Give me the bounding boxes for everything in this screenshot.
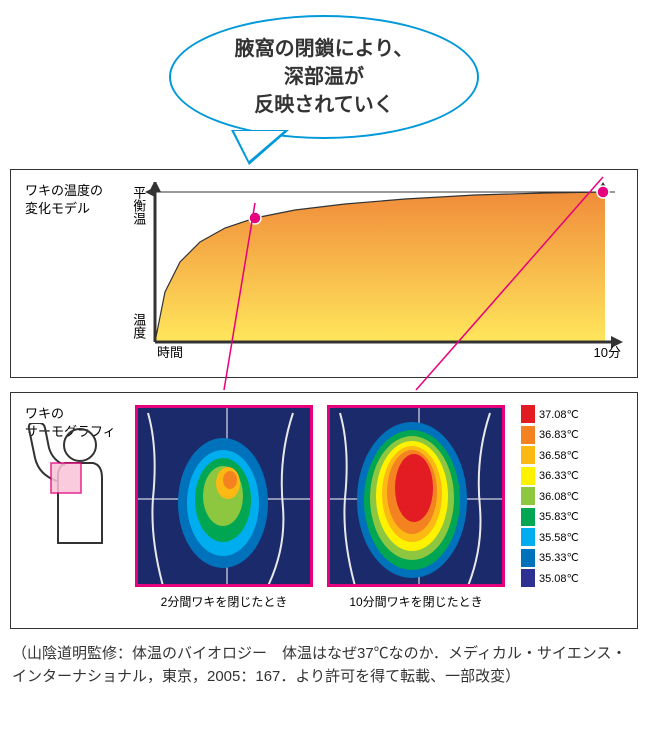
scale-row: 36.08℃ bbox=[521, 487, 579, 505]
scale-row: 37.08℃ bbox=[521, 405, 579, 423]
scale-swatch bbox=[521, 569, 535, 587]
scale-row: 35.58℃ bbox=[521, 528, 579, 546]
x-label-10min: 10分 bbox=[594, 342, 621, 361]
scale-label: 36.83℃ bbox=[539, 428, 579, 441]
scale-swatch bbox=[521, 528, 535, 546]
chart-label-l2: 変化モデル bbox=[25, 201, 90, 216]
scale-swatch bbox=[521, 446, 535, 464]
scale-row: 35.33℃ bbox=[521, 549, 579, 567]
scale-swatch bbox=[521, 467, 535, 485]
scale-label: 35.08℃ bbox=[539, 572, 579, 585]
citation-text: （山陰道明監修：体温のバイオロジー 体温はなぜ37℃なのか．メディカル・サイエン… bbox=[12, 643, 636, 688]
connector-overlay bbox=[0, 0, 648, 1]
scale-swatch bbox=[521, 549, 535, 567]
bubble-line1: 腋窩の閉鎖により、 bbox=[235, 38, 414, 60]
body-figure-icon bbox=[25, 423, 115, 553]
chart-panel: ワキの温度の 変化モデル 平衡温 温度 時間 10分 bbox=[10, 169, 638, 378]
scale-swatch bbox=[521, 487, 535, 505]
scale-label: 37.08℃ bbox=[539, 408, 579, 421]
scale-swatch bbox=[521, 426, 535, 444]
scale-label: 36.58℃ bbox=[539, 449, 579, 462]
x-label-time: 時間 bbox=[157, 342, 183, 361]
scale-swatch bbox=[521, 405, 535, 423]
thermo-caption-10min: 10分間ワキを閉じたとき bbox=[349, 593, 482, 610]
chart-area: 平衡温 温度 時間 10分 bbox=[135, 182, 623, 357]
scale-label: 35.83℃ bbox=[539, 510, 579, 523]
bubble-line3: 反映されていく bbox=[254, 94, 393, 116]
scale-row: 35.08℃ bbox=[521, 569, 579, 587]
scale-label: 35.58℃ bbox=[539, 531, 579, 544]
temperature-curve-chart bbox=[135, 182, 625, 352]
scale-row: 36.83℃ bbox=[521, 426, 579, 444]
color-scale: 37.08℃ 36.83℃ 36.58℃ 36.33℃ 36.08℃ 35.83℃ 35.5… bbox=[521, 405, 579, 587]
thermo-label-l1: ワキの bbox=[25, 406, 64, 421]
scale-row: 36.33℃ bbox=[521, 467, 579, 485]
scale-label: 36.08℃ bbox=[539, 490, 579, 503]
scale-swatch bbox=[521, 508, 535, 526]
scale-label: 35.33℃ bbox=[539, 551, 579, 564]
thermo-image-10min bbox=[327, 405, 505, 587]
chart-panel-label: ワキの温度の 変化モデル bbox=[25, 182, 103, 218]
chart-label-l1: ワキの温度の bbox=[25, 183, 103, 198]
thermo-caption-2min: 2分間ワキを閉じたとき bbox=[161, 593, 288, 610]
bubble-line2: 深部温が bbox=[284, 66, 364, 88]
thermo-image-2min bbox=[135, 405, 313, 587]
y-label-equilibrium: 平衡温 bbox=[131, 186, 145, 225]
thermo-2min: 2分間ワキを閉じたとき bbox=[135, 405, 313, 610]
thermo-10min: 10分間ワキを閉じたとき bbox=[327, 405, 505, 610]
y-label-temp: 温度 bbox=[131, 313, 145, 339]
scale-row: 35.83℃ bbox=[521, 508, 579, 526]
speech-bubble: 腋窩の閉鎖により、 深部温が 反映されていく bbox=[169, 15, 479, 139]
scale-row: 36.58℃ bbox=[521, 446, 579, 464]
scale-label: 36.33℃ bbox=[539, 469, 579, 482]
thermography-panel: ワキの サーモグラフィ bbox=[10, 392, 638, 629]
thermography-images: 2分間ワキを閉じたとき 10分間ワキを閉 bbox=[135, 405, 623, 610]
